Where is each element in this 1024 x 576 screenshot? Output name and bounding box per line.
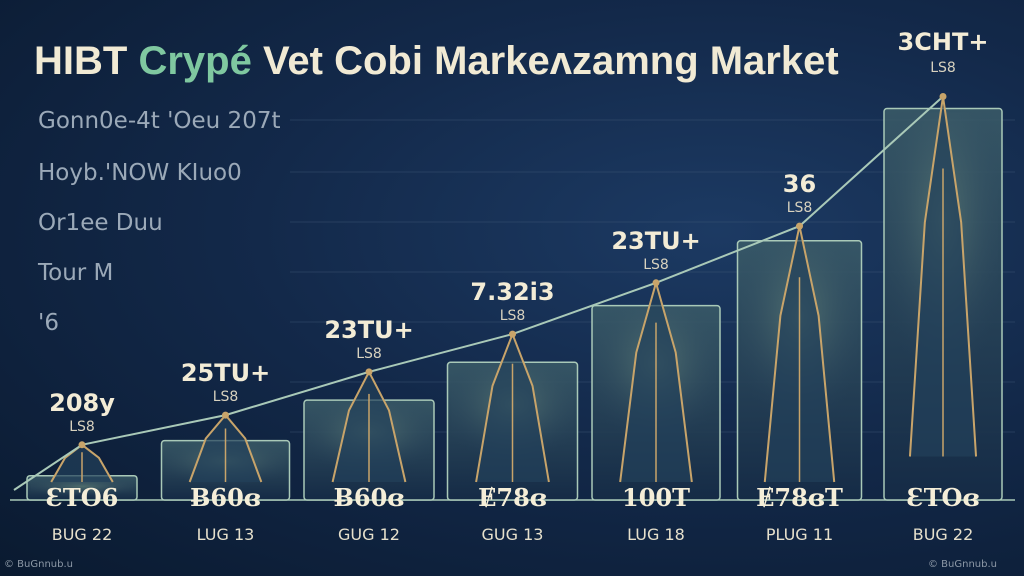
category-label-2: LUG 13 [197, 525, 255, 544]
credit-right: © BuGnnub.u [928, 559, 997, 570]
trend-point-1 [78, 441, 86, 449]
bar-7 [883, 96, 1003, 501]
bars [26, 96, 1003, 501]
value-label-1: 208y [49, 389, 115, 417]
bar-1 [26, 443, 138, 501]
trend-point-7 [939, 93, 947, 100]
side-label-1: Gonn0e-4t 'Oeu 207t [38, 108, 280, 134]
unit-label-2: LS8 [213, 389, 239, 405]
side-label-4: Tour M [37, 260, 113, 286]
bar-labels: 208y LS8 ƐTO6 BUG 22 25TU+ LS8 Ƀ60ɞ LUG 13 23TU+… [46, 28, 989, 544]
category-label-4: GUG 13 [482, 525, 544, 544]
unit-label-3: LS8 [356, 346, 382, 362]
category-label-1: BUG 22 [52, 525, 113, 544]
inner-label-6: Ɇ78ɞT [756, 483, 843, 512]
unit-label-6: LS8 [787, 200, 813, 216]
inner-label-4: Ɇ78ɞ [478, 483, 547, 512]
side-label-2: Hoyb.'NOW KIuo0 [38, 160, 242, 186]
category-label-6: PLUG 11 [766, 525, 833, 544]
side-label-3: Or1ee Duu [38, 210, 163, 236]
value-label-7: 3CHT+ [898, 28, 989, 56]
side-label-5: '6 [38, 310, 59, 336]
bar-5 [591, 279, 721, 501]
bar-2 [160, 413, 291, 501]
category-label-5: LUG 18 [627, 525, 685, 544]
category-label-7: BUG 22 [913, 525, 974, 544]
credit-left: © BuGnnub.u [4, 559, 73, 570]
value-label-4: 7.32i3 [470, 278, 554, 306]
bar-3 [303, 369, 435, 501]
inner-label-3: Ƀ60ɞ [334, 483, 405, 512]
trend-point-6 [796, 222, 803, 230]
bar-glow-1 [31, 479, 133, 497]
trend-line-path [13, 95, 944, 491]
chart-title: HIBT Crypé Vet Cobi Markeʌzamng Market [34, 39, 839, 83]
inner-label-5: 100T [622, 483, 690, 512]
bar-4 [446, 331, 579, 501]
category-label-3: GUG 12 [338, 525, 400, 544]
trend-point-3 [365, 368, 373, 376]
trend-point-4 [509, 330, 516, 338]
unit-label-1: LS8 [69, 419, 95, 435]
inner-label-7: ƐTOɞ [906, 483, 979, 512]
value-label-3: 23TU+ [324, 316, 413, 344]
value-label-2: 25TU+ [181, 359, 270, 387]
value-label-5: 23TU+ [611, 227, 700, 255]
value-label-6: 36 [783, 170, 816, 198]
bar-6 [736, 225, 863, 501]
unit-label-7: LS8 [930, 60, 956, 76]
unit-label-5: LS8 [643, 257, 669, 273]
trend-point-5 [652, 279, 660, 287]
inner-label-1: ƐTO6 [46, 483, 119, 512]
inner-label-2: Ƀ60ɞ [190, 483, 261, 512]
trend-point-2 [222, 411, 229, 419]
unit-label-4: LS8 [500, 308, 526, 324]
trend-line [13, 93, 947, 491]
